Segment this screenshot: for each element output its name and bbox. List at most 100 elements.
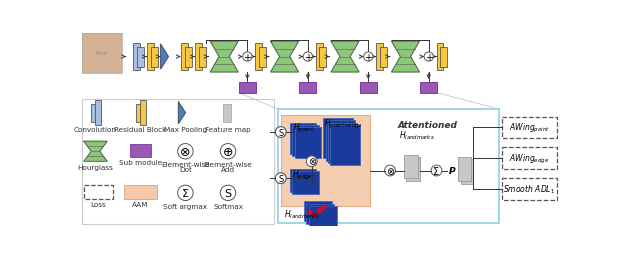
Text: Convolution: Convolution [74, 126, 117, 132]
FancyBboxPatch shape [290, 123, 316, 154]
Polygon shape [84, 142, 107, 162]
FancyBboxPatch shape [420, 83, 437, 93]
Text: Sub module: Sub module [119, 159, 162, 165]
Text: Element-wise: Element-wise [161, 162, 210, 168]
Text: $H_{landmarks}$: $H_{landmarks}$ [284, 208, 319, 220]
Text: $AWing_{edge}$: $AWing_{edge}$ [509, 152, 550, 165]
FancyBboxPatch shape [95, 101, 101, 125]
Text: +: + [243, 52, 252, 62]
FancyBboxPatch shape [323, 119, 353, 158]
FancyBboxPatch shape [316, 43, 323, 71]
Text: Σ: Σ [433, 166, 440, 176]
FancyBboxPatch shape [84, 185, 113, 199]
FancyBboxPatch shape [502, 117, 557, 139]
FancyBboxPatch shape [150, 47, 157, 67]
Text: ⊗: ⊗ [180, 145, 191, 158]
Circle shape [178, 144, 193, 159]
FancyBboxPatch shape [278, 109, 499, 223]
Point [318, 206, 328, 210]
Text: Residual Block: Residual Block [115, 126, 166, 132]
Text: $H_{point\mathrm{-}edge}$: $H_{point\mathrm{-}edge}$ [324, 117, 363, 130]
FancyBboxPatch shape [124, 185, 157, 199]
FancyBboxPatch shape [132, 43, 140, 71]
Text: ⊗: ⊗ [308, 157, 316, 167]
Circle shape [307, 156, 317, 167]
Text: Add: Add [221, 166, 235, 172]
Circle shape [243, 53, 252, 62]
Text: $Smooth\ ADL_1$: $Smooth\ ADL_1$ [504, 183, 556, 196]
Polygon shape [161, 45, 168, 70]
FancyBboxPatch shape [304, 201, 332, 221]
Text: Dot: Dot [179, 166, 192, 172]
Text: +: + [304, 52, 312, 62]
Circle shape [431, 165, 442, 176]
Circle shape [275, 173, 286, 184]
FancyBboxPatch shape [502, 179, 557, 200]
Circle shape [178, 185, 193, 201]
Circle shape [303, 53, 312, 62]
Text: $H_{edge}$: $H_{edge}$ [292, 168, 312, 181]
FancyBboxPatch shape [83, 34, 121, 73]
FancyBboxPatch shape [300, 83, 316, 93]
Text: ⊕: ⊕ [223, 145, 233, 158]
FancyBboxPatch shape [294, 128, 321, 158]
FancyBboxPatch shape [380, 47, 387, 67]
Polygon shape [271, 42, 298, 73]
Circle shape [385, 165, 396, 176]
FancyBboxPatch shape [292, 172, 319, 195]
FancyBboxPatch shape [136, 47, 143, 67]
FancyBboxPatch shape [140, 101, 146, 125]
Text: P: P [449, 166, 455, 175]
FancyBboxPatch shape [136, 104, 142, 122]
Text: +: + [425, 52, 433, 62]
FancyBboxPatch shape [184, 47, 191, 67]
FancyBboxPatch shape [307, 204, 334, 224]
Text: Soft argmax: Soft argmax [163, 203, 207, 209]
Circle shape [275, 127, 286, 138]
Polygon shape [331, 42, 359, 73]
Text: Feature map: Feature map [205, 126, 251, 132]
FancyBboxPatch shape [308, 206, 337, 226]
FancyBboxPatch shape [81, 34, 122, 73]
Text: face: face [96, 51, 108, 56]
Polygon shape [392, 42, 419, 73]
Point [310, 213, 320, 217]
FancyBboxPatch shape [461, 159, 473, 184]
Polygon shape [179, 103, 186, 124]
Circle shape [220, 144, 236, 159]
Text: $H_{landmarks}$: $H_{landmarks}$ [399, 130, 435, 142]
Text: Hourglass: Hourglass [77, 164, 113, 170]
FancyBboxPatch shape [330, 125, 360, 165]
FancyBboxPatch shape [147, 43, 154, 71]
FancyBboxPatch shape [376, 43, 383, 71]
FancyBboxPatch shape [83, 34, 121, 73]
FancyBboxPatch shape [360, 83, 377, 93]
Text: Σ: Σ [182, 188, 189, 198]
Text: $H_{point}$: $H_{point}$ [293, 122, 315, 135]
Text: Loss: Loss [91, 201, 106, 208]
FancyBboxPatch shape [458, 157, 470, 182]
Text: S: S [278, 174, 284, 183]
FancyBboxPatch shape [326, 121, 355, 161]
FancyBboxPatch shape [404, 155, 418, 179]
FancyBboxPatch shape [259, 47, 266, 67]
Text: Softmax: Softmax [213, 203, 243, 209]
FancyBboxPatch shape [81, 100, 274, 224]
Text: ⊗: ⊗ [386, 166, 394, 176]
Text: Max Pooling: Max Pooling [164, 126, 207, 132]
FancyBboxPatch shape [239, 83, 256, 93]
Text: Attentioned: Attentioned [397, 120, 458, 129]
Text: S: S [278, 128, 284, 137]
FancyBboxPatch shape [292, 125, 319, 156]
FancyBboxPatch shape [198, 47, 205, 67]
FancyBboxPatch shape [91, 104, 97, 122]
FancyBboxPatch shape [406, 158, 420, 181]
FancyBboxPatch shape [328, 123, 358, 163]
FancyBboxPatch shape [290, 169, 316, 192]
FancyBboxPatch shape [281, 116, 370, 206]
Point [305, 210, 316, 214]
FancyBboxPatch shape [502, 148, 557, 169]
Circle shape [220, 185, 236, 201]
Point [314, 209, 324, 213]
Text: $AWing_{point}$: $AWing_{point}$ [509, 121, 550, 134]
